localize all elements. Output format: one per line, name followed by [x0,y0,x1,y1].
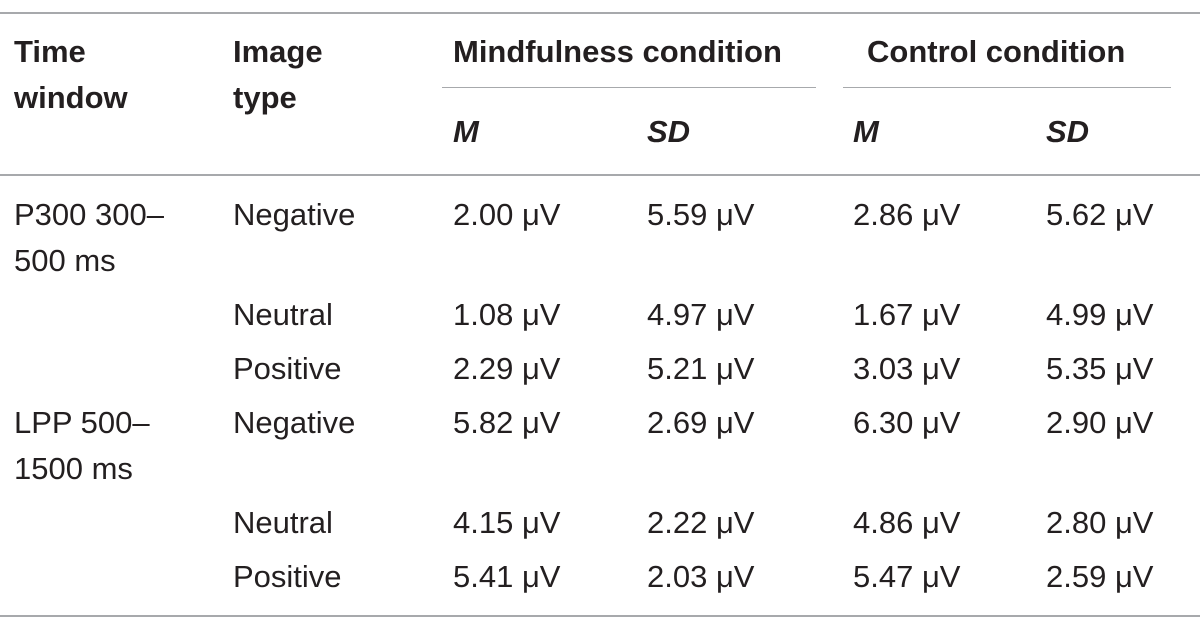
row1-control-sd: 5.62 μV [1046,197,1154,232]
row1-image-type: Negative [233,197,356,232]
table-header-rule [0,174,1200,176]
row2-control-sd: 4.99 μV [1046,297,1154,332]
header-control-m: M [853,114,879,149]
row6-image-type: Positive [233,559,342,594]
header-time-window-line1: Time [14,34,86,69]
header-image-type-line1: Image [233,34,323,69]
row4-control-m: 6.30 μV [853,405,961,440]
row4-time-window-line2: 1500 ms [14,451,133,486]
row1-time-window-line1: P300 300– [14,197,164,232]
row6-control-sd: 2.59 μV [1046,559,1154,594]
header-time-window-line2: window [14,80,128,115]
header-control-condition: Control condition [867,34,1126,69]
row5-mindfulness-sd: 2.22 μV [647,505,755,540]
row3-control-m: 3.03 μV [853,351,961,386]
row4-control-sd: 2.90 μV [1046,405,1154,440]
row1-mindfulness-sd: 5.59 μV [647,197,755,232]
row1-mindfulness-m: 2.00 μV [453,197,561,232]
row3-image-type: Positive [233,351,342,386]
row3-mindfulness-sd: 5.21 μV [647,351,755,386]
row3-mindfulness-m: 2.29 μV [453,351,561,386]
row2-mindfulness-m: 1.08 μV [453,297,561,332]
control-span-rule [843,87,1171,88]
row1-time-window-line2: 500 ms [14,243,116,278]
header-mindfulness-sd: SD [647,114,691,149]
header-control-sd: SD [1046,114,1090,149]
row2-image-type: Neutral [233,297,333,332]
row6-mindfulness-m: 5.41 μV [453,559,561,594]
row2-control-m: 1.67 μV [853,297,961,332]
mindfulness-span-rule [442,87,816,88]
row5-image-type: Neutral [233,505,333,540]
row1-control-m: 2.86 μV [853,197,961,232]
row4-mindfulness-m: 5.82 μV [453,405,561,440]
header-image-type-line2: type [233,80,297,115]
row4-time-window-line1: LPP 500– [14,405,150,440]
table-top-rule [0,12,1200,14]
row3-control-sd: 5.35 μV [1046,351,1154,386]
row6-mindfulness-sd: 2.03 μV [647,559,755,594]
row5-control-sd: 2.80 μV [1046,505,1154,540]
row4-mindfulness-sd: 2.69 μV [647,405,755,440]
row2-mindfulness-sd: 4.97 μV [647,297,755,332]
row5-control-m: 4.86 μV [853,505,961,540]
table-bottom-rule [0,615,1200,617]
row5-mindfulness-m: 4.15 μV [453,505,561,540]
header-mindfulness-condition: Mindfulness condition [453,34,782,69]
row4-image-type: Negative [233,405,356,440]
header-mindfulness-m: M [453,114,479,149]
row6-control-m: 5.47 μV [853,559,961,594]
